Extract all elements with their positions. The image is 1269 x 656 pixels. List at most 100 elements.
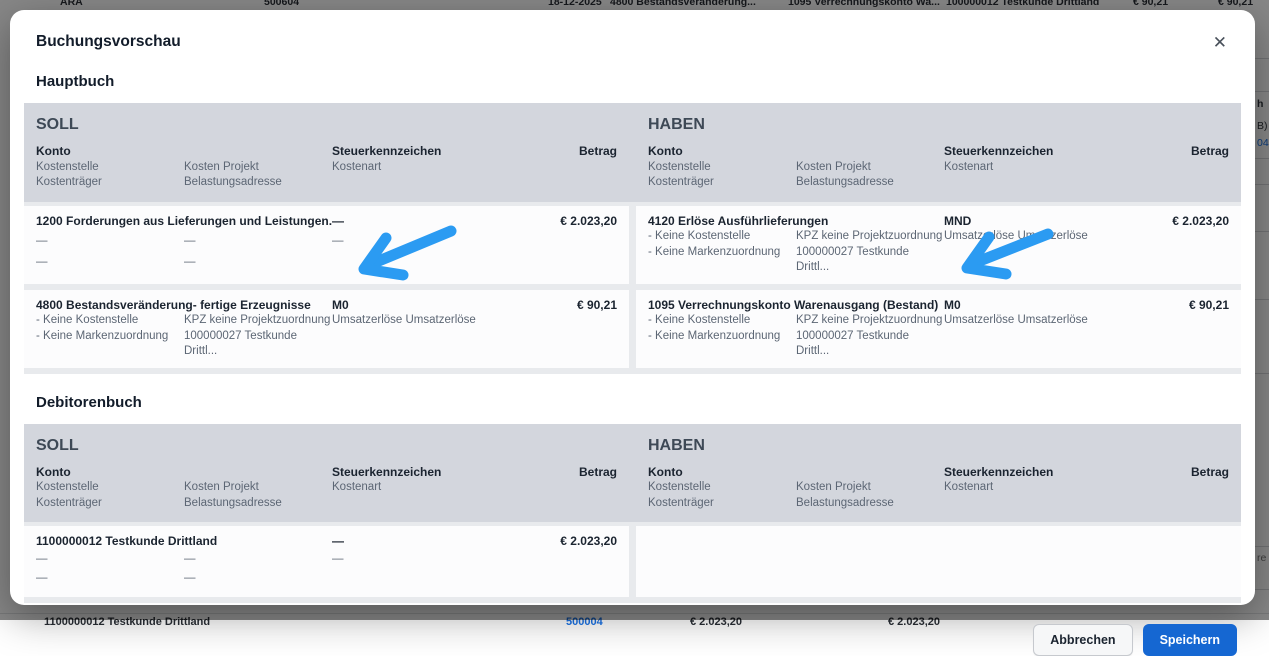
konto-value: 1200 Forderungen aus Lieferungen und Lei… (36, 213, 332, 228)
bg-cell: 4800 Bestandsveränderung... (610, 0, 756, 8)
kostenstelle-value: - Keine Kostenstelle (648, 314, 751, 326)
hauptbuch-row-1: 1200 Forderungen aus Lieferungen und Lei… (24, 205, 1241, 284)
konto-value: 4800 Bestandsveränderung- fertige Erzeug… (36, 297, 311, 312)
belastungsadresse-value: — (184, 571, 196, 584)
col-kosten-projekt: Kosten Projekt (796, 481, 871, 493)
col-kosten-projekt: Kosten Projekt (184, 481, 259, 493)
close-icon[interactable]: ✕ (1212, 33, 1227, 52)
bg-fragment: 04 (1257, 137, 1269, 149)
col-kostenstelle: Kostenstelle (36, 160, 99, 173)
kosten-projekt-value: KPZ keine Projektzuordnung (796, 230, 943, 242)
bg-cell: 1095 Verrechnungskonto Wa... (788, 0, 940, 8)
soll-header: SOLL Konto Steuerkennzeichen Betrag Kost… (24, 436, 629, 512)
bg-cell: € 90,21 (1218, 0, 1254, 8)
col-steuerkennzeichen: Steuerkennzeichen (332, 144, 442, 158)
ledger-entry-soll: 4800 Bestandsveränderung- fertige Erzeug… (24, 289, 629, 368)
steuer-value: — (332, 534, 344, 548)
haben-title: HABEN (648, 436, 705, 454)
save-button[interactable]: Speichern (1142, 624, 1237, 656)
ledger-entry-haben: 1095 Verrechnungskonto Warenausgang (Bes… (636, 289, 1241, 368)
dialog-footer: Abbrechen Speichern (24, 624, 1237, 656)
ledger-entry-haben: 4120 Erlöse Ausführlieferungen MND € 2.0… (636, 205, 1241, 284)
hauptbuch-header-band: SOLL Konto Steuerkennzeichen Betrag Kost… (24, 103, 1241, 202)
haben-header: HABEN Konto Steuerkennzeichen Betrag Kos… (636, 436, 1241, 512)
belastungsadresse-value: 100000027 Testkunde Drittl... (184, 329, 297, 358)
col-kosten-projekt: Kosten Projekt (184, 160, 259, 173)
kostenart-value: Umsatzerlöse Umsatzerlöse (944, 314, 1088, 326)
background-table-edge: h B) 04 re (1255, 0, 1269, 620)
ledger-entry-soll: 1200 Forderungen aus Lieferungen und Lei… (24, 205, 629, 284)
kosten-projekt-value: KPZ keine Projektzuordnung (184, 314, 331, 326)
kostenstelle-value: — (36, 553, 48, 566)
col-kostenstelle: Kostenstelle (648, 160, 711, 173)
bg-cell: ARA (60, 0, 83, 8)
kostentraeger-value: - Keine Markenzuordnung (36, 329, 169, 342)
col-steuerkennzeichen: Steuerkennzeichen (944, 144, 1054, 158)
col-konto: Konto (36, 464, 71, 479)
col-kostenstelle: Kostenstelle (36, 481, 99, 493)
steuer-value: M0 (944, 297, 961, 312)
dialog-title: Buchungsvorschau (36, 33, 181, 50)
background-table-row-top: ARA 500604 18-12-2025 4800 Bestandsverän… (0, 0, 1269, 10)
col-belastungsadresse: Belastungsadresse (184, 176, 282, 188)
konto-value: 4120 Erlöse Ausführlieferungen (648, 213, 829, 228)
section-heading-debitorenbuch: Debitorenbuch (36, 393, 142, 411)
steuer-value: M0 (332, 297, 349, 312)
section-heading-hauptbuch: Hauptbuch (36, 73, 115, 90)
debitorenbuch-row-1: 1100000012 Testkunde Drittland — € 2.023… (24, 526, 1241, 597)
betrag-value: € 2.023,20 (560, 213, 617, 228)
bg-cell: 18-12-2025 (548, 0, 602, 8)
konto-value: 1095 Verrechnungskonto Warenausgang (Bes… (648, 297, 939, 312)
bg-cell: € 90,21 (1133, 0, 1169, 8)
kosten-projekt-value: — (184, 235, 196, 248)
bg-fragment: B) (1257, 120, 1268, 132)
col-betrag: Betrag (578, 144, 617, 158)
haben-header: HABEN Konto Steuerkennzeichen Betrag Kos… (636, 115, 1241, 191)
col-belastungsadresse: Belastungsadresse (184, 496, 282, 509)
col-konto: Konto (648, 144, 683, 158)
col-kostentraeger: Kostenträger (36, 496, 102, 509)
bg-cell: 100000012 Testkunde Drittland (946, 0, 1100, 8)
hauptbuch-row-2: 4800 Bestandsveränderung- fertige Erzeug… (24, 289, 1241, 368)
steuer-value: MND (944, 213, 972, 228)
steuer-value: — (332, 213, 344, 228)
col-konto: Konto (36, 144, 71, 158)
hauptbuch-table: SOLL Konto Steuerkennzeichen Betrag Kost… (24, 103, 1241, 374)
kostentraeger-value: — (36, 255, 48, 268)
kostentraeger-value: - Keine Markenzuordnung (648, 329, 781, 342)
haben-title: HABEN (648, 116, 705, 133)
kostentraeger-value: - Keine Markenzuordnung (648, 245, 781, 258)
kostenart-value: Umsatzerlöse Umsatzerlöse (332, 314, 476, 326)
col-kostenart: Kostenart (944, 481, 994, 493)
bg-fragment: re (1257, 552, 1267, 564)
col-kostentraeger: Kostenträger (648, 176, 714, 188)
kostenstelle-value: — (36, 235, 48, 248)
kostenart-value: — (332, 235, 344, 248)
ledger-entry-soll: 1100000012 Testkunde Drittland — € 2.023… (24, 526, 629, 597)
soll-title: SOLL (36, 116, 79, 133)
col-belastungsadresse: Belastungsadresse (796, 496, 894, 509)
kosten-projekt-value: KPZ keine Projektzuordnung (796, 314, 943, 326)
cancel-button[interactable]: Abbrechen (1033, 624, 1133, 656)
col-betrag: Betrag (1190, 464, 1229, 479)
bg-cell: 500604 (264, 0, 300, 8)
konto-value: 1100000012 Testkunde Drittland (36, 534, 218, 548)
col-konto: Konto (648, 464, 683, 479)
betrag-value: € 90,21 (576, 297, 617, 312)
kostentraeger-value: — (36, 571, 48, 584)
soll-header: SOLL Konto Steuerkennzeichen Betrag Kost… (24, 115, 629, 191)
col-kostentraeger: Kostenträger (36, 176, 102, 188)
bg-fragment: h (1257, 98, 1264, 110)
col-kostenart: Kostenart (332, 481, 382, 493)
col-steuerkennzeichen: Steuerkennzeichen (944, 464, 1054, 479)
kostenstelle-value: - Keine Kostenstelle (36, 314, 139, 326)
col-belastungsadresse: Belastungsadresse (796, 176, 894, 188)
kostenart-value: — (332, 553, 344, 566)
col-betrag: Betrag (1190, 144, 1229, 158)
betrag-value: € 90,21 (1188, 297, 1229, 312)
betrag-value: € 2.023,20 (1172, 213, 1229, 228)
col-steuerkennzeichen: Steuerkennzeichen (332, 464, 442, 479)
kostenart-value: Umsatzerlöse Umsatzerlöse (944, 230, 1088, 242)
col-kostenart: Kostenart (332, 160, 382, 173)
belastungsadresse-value: — (184, 255, 196, 268)
